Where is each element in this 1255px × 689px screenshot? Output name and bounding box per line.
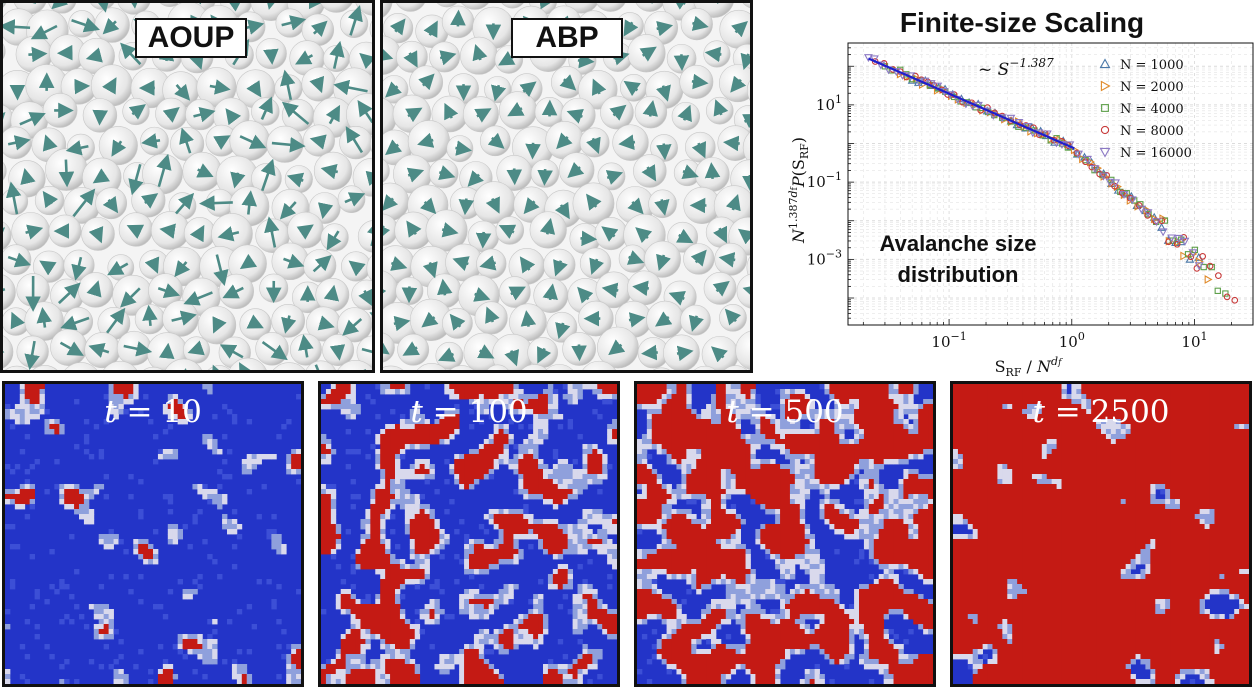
time-panel-2: t = 100 [318, 381, 620, 687]
lattice-snapshot-2 [321, 384, 617, 684]
lattice-snapshot-4 [953, 384, 1249, 684]
lattice-cells [5, 384, 301, 684]
legend-entry: N = 2000 [1100, 80, 1184, 95]
abp-label: ABP [511, 18, 623, 58]
aoup-label: AOUP [135, 18, 247, 58]
legend-label: N = 4000 [1120, 102, 1184, 117]
legend-label: N = 1000 [1120, 58, 1184, 73]
fit-line [867, 57, 1075, 150]
annotation-line-2: distribution [898, 262, 1019, 287]
velocity-arrows [383, 3, 750, 367]
legend-entry: N = 4000 [1101, 102, 1184, 117]
lattice-cells [953, 384, 1249, 684]
legend-label: N = 8000 [1120, 124, 1184, 139]
chart-title: Finite-size Scaling [900, 7, 1144, 38]
plot-frame [847, 42, 1254, 326]
finite-size-scaling-chart: Finite-size Scaling 10−1 100 10110110−110−… [787, 7, 1254, 379]
annotation-line-1: Avalanche size [880, 231, 1037, 256]
time-panel-3: t = 500 [634, 381, 936, 687]
legend-entry: N = 8000 [1100, 124, 1184, 139]
lattice-snapshot-1 [5, 384, 301, 684]
time-value-3: 500 [784, 394, 844, 430]
x-tick-label: 10−1 [931, 330, 966, 351]
velocity-arrows [3, 3, 372, 370]
time-label-4: t = 2500 [1032, 394, 1170, 430]
lattice-cells [321, 384, 617, 684]
y-tick-label: 101 [816, 93, 842, 114]
x-axis-label: SRF / Ndf [995, 355, 1064, 379]
lattice-snapshot-3 [637, 384, 933, 684]
chart-legend: N = 1000 N = 2000 N = 4000 N = 8000 N = 1600… [1099, 58, 1192, 161]
chart-points [863, 54, 1239, 304]
y-tick-label: 10−1 [807, 170, 842, 191]
time-panel-4: t = 2500 [950, 381, 1252, 687]
abp-particle-snapshot [383, 3, 750, 370]
time-panel-1: t = 10 [2, 381, 304, 687]
time-value-1: 10 [162, 394, 202, 430]
legend-entry: N = 1000 [1099, 58, 1184, 73]
aoup-particle-snapshot [3, 3, 372, 370]
aoup-panel: AOUP [0, 0, 375, 373]
time-label-1: t = 10 [104, 394, 202, 430]
lattice-cells [637, 384, 933, 684]
chart-grid [848, 42, 1254, 326]
y-tick-label: 10−3 [807, 247, 842, 268]
x-tick-label: 100 [1059, 330, 1085, 351]
chart-ticks: 10−1 100 101 101 10−1 10−3 [807, 42, 1254, 351]
time-value-4: 2500 [1090, 394, 1170, 430]
time-label-2: t = 100 [410, 394, 528, 430]
time-label-3: t = 500 [726, 394, 844, 430]
legend-label: N = 16000 [1120, 146, 1192, 161]
time-value-2: 100 [468, 394, 528, 430]
abp-panel: ABP [380, 0, 753, 373]
fit-label: ~ S−1.387 [978, 56, 1054, 80]
legend-label: N = 2000 [1120, 80, 1184, 95]
x-tick-label: 101 [1181, 330, 1207, 351]
legend-entry: N = 16000 [1099, 146, 1192, 161]
